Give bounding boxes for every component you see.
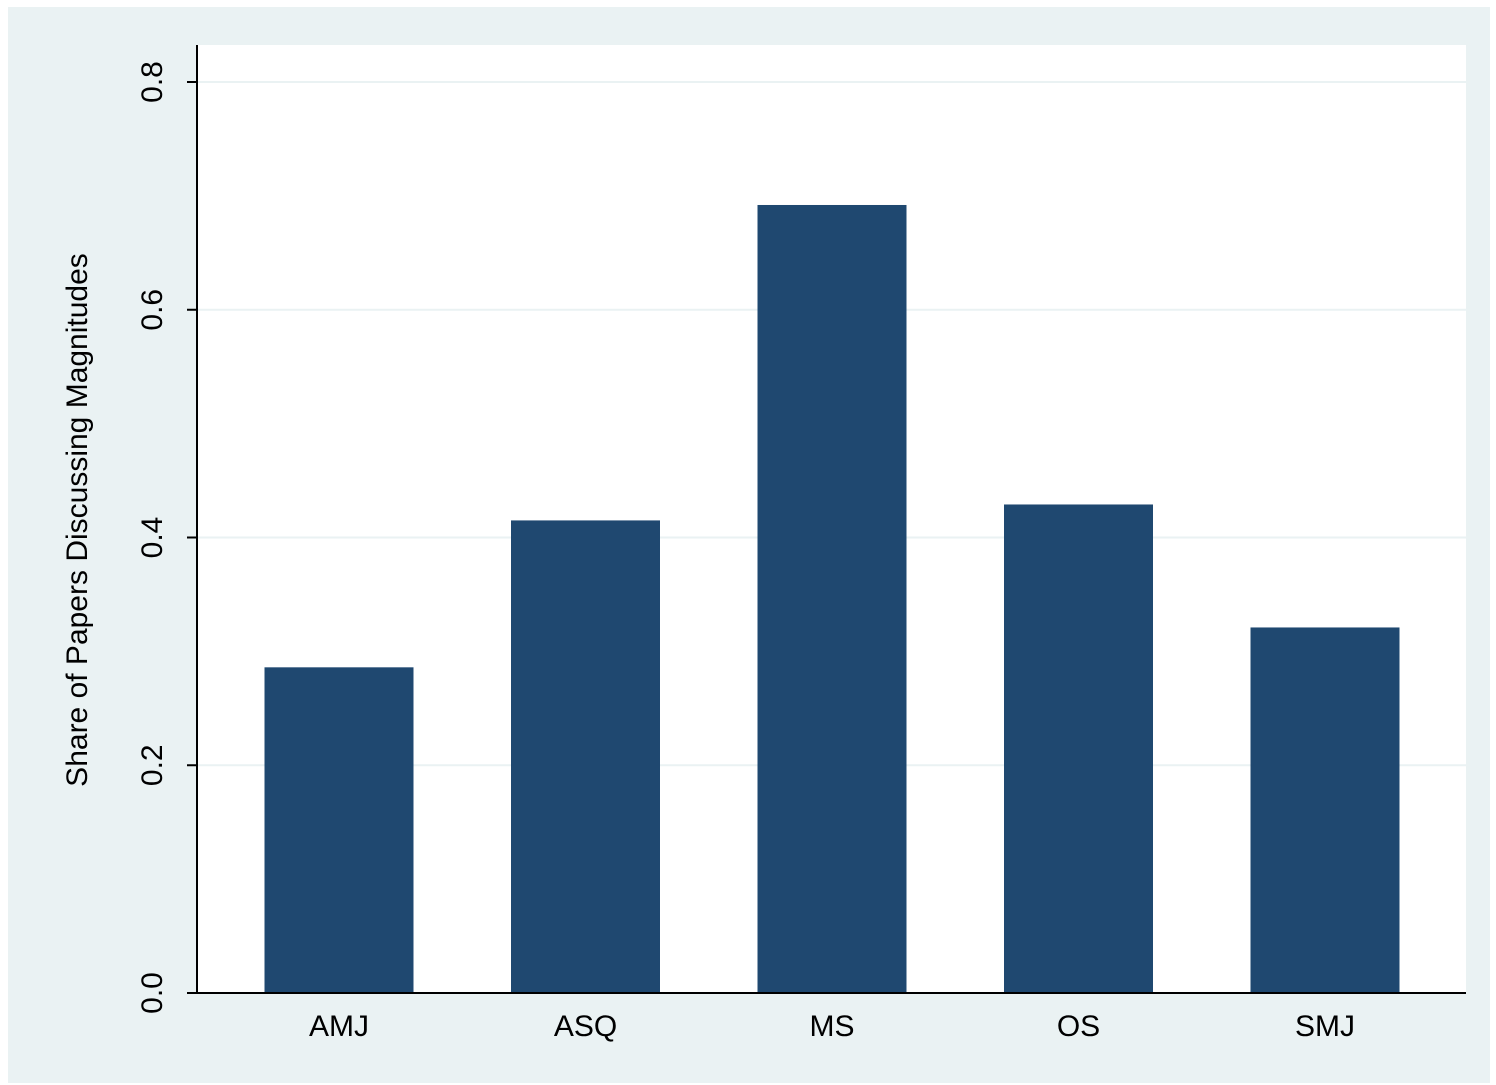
y-tick-label: 0.2: [136, 744, 169, 786]
bar-amj: [264, 667, 414, 993]
x-tick-label: OS: [1057, 1010, 1100, 1043]
x-tick-label: ASQ: [554, 1010, 617, 1043]
y-tick-label: 0.4: [136, 517, 169, 559]
x-tick-label: MS: [810, 1010, 855, 1043]
bar-ms: [757, 204, 907, 994]
y-tick-label: 0.8: [136, 61, 169, 103]
y-ticks: 0.0 0.2 0.4 0.6 0.8: [136, 61, 197, 1014]
y-tick-label: 0.0: [136, 972, 169, 1014]
bar-smj: [1250, 627, 1400, 993]
y-tick-label: 0.6: [136, 289, 169, 331]
bar-asq: [511, 520, 660, 993]
axes: [196, 45, 1466, 994]
y-axis-title: Share of Papers Discussing Magnitudes: [61, 253, 94, 787]
bar-os: [1004, 504, 1153, 993]
x-tick-labels: AMJ ASQ MS OS SMJ: [309, 1010, 1355, 1043]
bars: [264, 204, 1400, 994]
x-tick-label: SMJ: [1295, 1010, 1355, 1043]
x-tick-label: AMJ: [309, 1010, 369, 1043]
